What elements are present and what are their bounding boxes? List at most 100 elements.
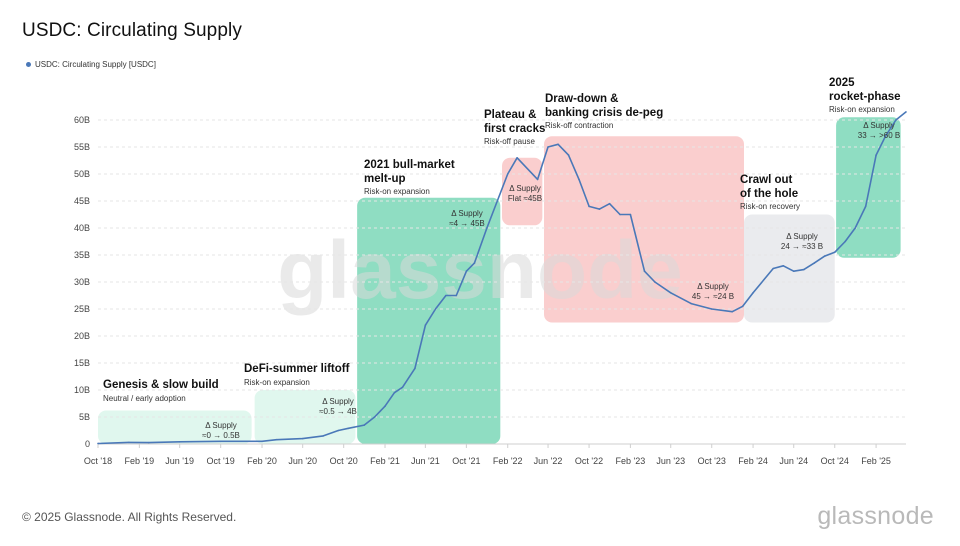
phase-delta-defi: ≈0.5 → 4B	[319, 407, 357, 416]
data-point	[465, 270, 468, 273]
data-point	[905, 111, 907, 113]
data-point	[741, 305, 744, 308]
phase-heading-drawdown: Draw-down &	[545, 93, 618, 105]
x-tick-label: Oct '24	[821, 456, 849, 466]
data-point	[731, 310, 734, 313]
phase-heading-rocket: 2025	[829, 77, 855, 89]
phase-band-rocket	[836, 117, 901, 258]
y-tick-label: 0	[85, 439, 90, 449]
data-point	[219, 440, 222, 443]
phase-sublabel-bull: Risk-on expansion	[364, 187, 430, 196]
x-tick-label: Oct '22	[575, 456, 603, 466]
data-point	[823, 255, 826, 257]
data-point	[373, 416, 376, 418]
x-tick-label: Oct '18	[84, 456, 112, 466]
data-point	[516, 157, 518, 159]
data-point	[782, 265, 785, 267]
data-point	[128, 441, 130, 444]
phase-delta-defi: Δ Supply	[322, 397, 354, 406]
data-point	[322, 435, 324, 437]
chart-legend[interactable]: USDC: Circulating Supply [USDC]	[26, 60, 156, 69]
x-tick-label: Feb '24	[738, 456, 768, 466]
phase-delta-crawl: Δ Supply	[786, 232, 818, 241]
data-point	[445, 294, 447, 297]
data-point	[547, 146, 549, 148]
data-point	[347, 427, 350, 430]
phase-delta-drawdown: Δ Supply	[697, 282, 729, 291]
y-tick-label: 25B	[74, 304, 90, 314]
data-point	[608, 202, 611, 205]
data-point	[833, 251, 836, 254]
y-tick-label: 45B	[74, 196, 90, 206]
x-tick-label: Feb '19	[124, 456, 154, 466]
data-point	[414, 367, 416, 370]
data-point	[629, 213, 632, 216]
phase-heading-crawl: of the hole	[740, 188, 798, 200]
data-point	[567, 154, 570, 156]
x-tick-label: Oct '19	[207, 456, 235, 466]
data-point	[895, 119, 897, 121]
phase-band-defi	[254, 390, 356, 444]
phase-sublabel-crawl: Risk-on recovery	[740, 202, 800, 211]
data-point	[384, 405, 386, 408]
data-point	[261, 440, 263, 443]
y-tick-label: 60B	[74, 115, 90, 125]
data-point	[844, 240, 846, 243]
copyright-text: © 2025 Glassnode. All Rights Reserved.	[22, 510, 237, 524]
data-point	[654, 281, 656, 283]
watermark: glassnode	[277, 225, 683, 316]
data-point	[434, 308, 437, 310]
data-point	[710, 308, 713, 310]
phase-delta-rocket: Δ Supply	[863, 121, 895, 130]
x-tick-label: Feb '21	[370, 456, 400, 466]
y-tick-label: 5B	[79, 412, 90, 422]
data-point	[854, 227, 857, 229]
phase-sublabel-genesis: Neutral / early adoption	[103, 394, 186, 403]
phase-delta-bull: Δ Supply	[451, 209, 483, 218]
x-tick-label: Jun '24	[779, 456, 808, 466]
phase-band-drawdown	[544, 136, 744, 323]
phase-delta-crawl: 24 → ≈33 B	[781, 242, 823, 251]
phase-delta-plateau: Δ Supply	[509, 184, 541, 193]
data-point	[619, 213, 621, 216]
data-point	[588, 205, 590, 208]
x-tick-label: Jun '23	[656, 456, 685, 466]
data-point	[506, 173, 509, 175]
phase-heading-plateau: Plateau &	[484, 109, 536, 121]
data-point	[813, 262, 816, 264]
data-point	[792, 270, 795, 273]
phase-delta-genesis: Δ Supply	[205, 421, 237, 430]
chart-title: USDC: Circulating Supply	[22, 20, 242, 41]
phase-heading-drawdown: banking crisis de-peg	[545, 107, 663, 119]
x-tick-label: Oct '21	[452, 456, 480, 466]
x-tick-label: Jun '22	[534, 456, 563, 466]
data-point	[486, 227, 488, 229]
phase-sublabel-defi: Risk-on expansion	[244, 378, 310, 387]
y-tick-label: 20B	[74, 331, 90, 341]
data-point	[557, 143, 559, 146]
data-point	[803, 268, 805, 271]
data-point	[455, 294, 458, 297]
data-point	[363, 424, 365, 426]
x-tick-label: Feb '23	[616, 456, 646, 466]
data-point	[275, 438, 278, 441]
phase-sublabel-rocket: Risk-on expansion	[829, 105, 895, 114]
x-tick-label: Oct '20	[330, 456, 358, 466]
phase-delta-bull: ≈4 → 45B	[449, 219, 485, 228]
data-point	[598, 208, 601, 210]
data-point	[884, 135, 887, 137]
x-tick-label: Jun '19	[165, 456, 194, 466]
phase-heading-genesis: Genesis & slow build	[103, 379, 219, 391]
phase-sublabel-plateau: Risk-off pause	[484, 137, 536, 146]
y-tick-label: 30B	[74, 277, 90, 287]
phase-heading-rocket: rocket-phase	[829, 91, 901, 103]
phase-delta-plateau: Flat ≈45B	[508, 194, 542, 203]
y-tick-label: 10B	[74, 385, 90, 395]
brand-logo-text[interactable]: glassnode	[817, 502, 934, 530]
x-tick-label: Oct '23	[698, 456, 726, 466]
x-tick-label: Feb '22	[493, 456, 523, 466]
data-point	[473, 262, 476, 264]
x-tick-label: Feb '25	[861, 456, 891, 466]
data-point	[669, 292, 672, 294]
